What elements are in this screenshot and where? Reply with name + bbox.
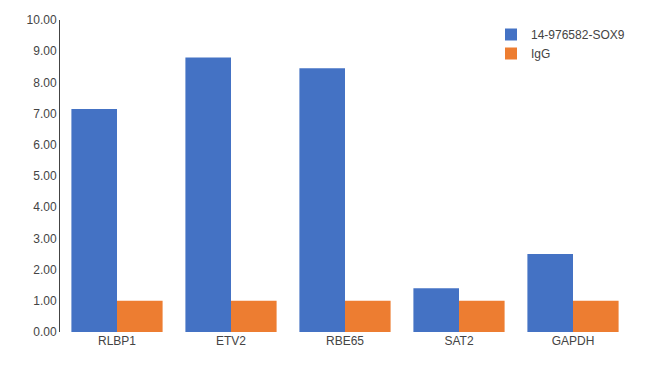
svg-text:ETV2: ETV2 — [216, 334, 246, 348]
svg-text:6.00: 6.00 — [33, 138, 57, 152]
svg-text:2.00: 2.00 — [33, 263, 57, 277]
svg-text:7.00: 7.00 — [33, 107, 57, 121]
svg-text:IgG: IgG — [531, 47, 550, 61]
svg-text:RLBP1: RLBP1 — [98, 334, 136, 348]
svg-text:5.00: 5.00 — [33, 169, 57, 183]
svg-text:SAT2: SAT2 — [444, 334, 473, 348]
svg-text:3.00: 3.00 — [33, 232, 57, 246]
svg-text:8.00: 8.00 — [33, 76, 57, 90]
svg-text:14-976582-SOX9: 14-976582-SOX9 — [531, 28, 625, 42]
svg-text:GAPDH: GAPDH — [552, 334, 595, 348]
svg-text:10.00: 10.00 — [27, 13, 57, 27]
svg-text:RBE65: RBE65 — [326, 334, 364, 348]
svg-text:0.00: 0.00 — [33, 325, 57, 339]
svg-text:1.00: 1.00 — [33, 294, 57, 308]
svg-text:9.00: 9.00 — [33, 44, 57, 58]
svg-text:4.00: 4.00 — [33, 200, 57, 214]
